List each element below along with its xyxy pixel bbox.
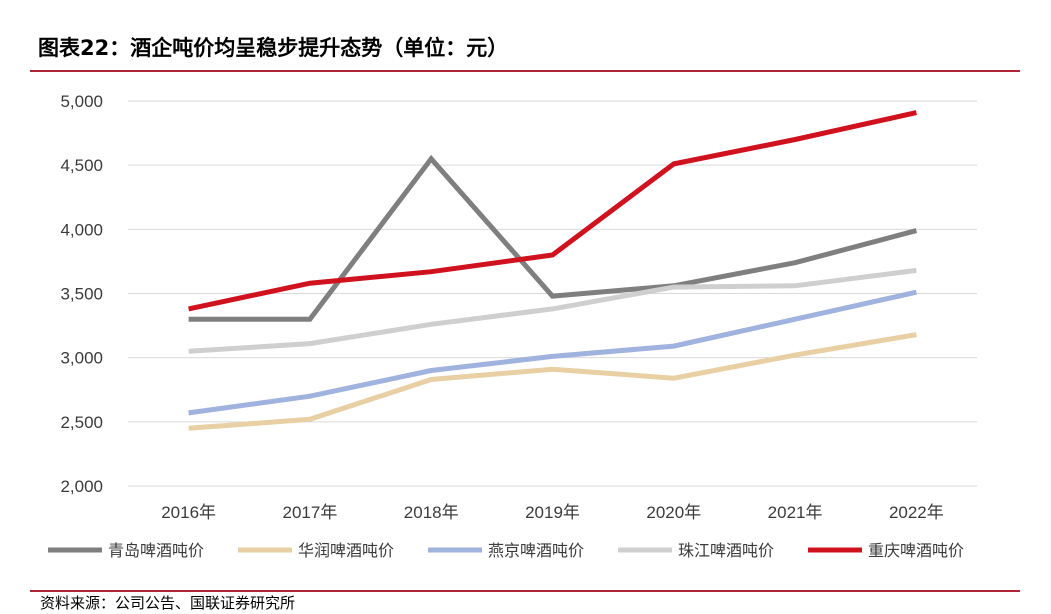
- y-tick-label: 4,000: [60, 220, 103, 239]
- x-tick-label: 2019年: [525, 503, 580, 522]
- series-lines: [188, 110, 918, 431]
- series-line: [188, 332, 917, 431]
- source-note: 资料来源：公司公告、国联证券研究所: [40, 594, 296, 612]
- series-line: [188, 154, 918, 322]
- x-tick-label: 2021年: [768, 503, 823, 522]
- legend-label: 燕京啤酒吨价: [488, 541, 584, 560]
- title-bar: 图表22：酒企吨价均呈稳步提升态势（单位：元）: [30, 22, 1020, 72]
- series-line: [188, 110, 917, 312]
- series-line: [188, 267, 917, 354]
- legend-label: 重庆啤酒吨价: [868, 541, 964, 560]
- series-line: [188, 289, 917, 416]
- y-tick-label: 4,500: [60, 156, 103, 175]
- x-tick-label: 2017年: [283, 503, 338, 522]
- y-tick-label: 5,000: [60, 92, 103, 111]
- y-tick-label: 2,000: [60, 477, 103, 496]
- x-tick-label: 2018年: [404, 503, 459, 522]
- x-axis-ticks: 2016年 2017年 2018年 2019年 2020年 2021年 2022年: [161, 503, 944, 522]
- x-tick-label: 2022年: [889, 503, 944, 522]
- y-axis-ticks: 2,000 2,500 3,000 3,500 4,000 4,500 5,000: [60, 92, 103, 496]
- legend-label: 珠江啤酒吨价: [678, 541, 774, 560]
- x-tick-label: 2016年: [161, 503, 216, 522]
- y-tick-label: 2,500: [60, 413, 103, 432]
- footer-rule: [30, 590, 1020, 592]
- legend: 青岛啤酒吨价 华润啤酒吨价 燕京啤酒吨价 珠江啤酒吨价 重庆啤酒吨价: [48, 541, 964, 560]
- line-chart: 2,000 2,500 3,000 3,500 4,000 4,500 5,000 2016…: [48, 92, 977, 560]
- legend-label: 青岛啤酒吨价: [108, 541, 204, 560]
- y-tick-label: 3,000: [60, 349, 103, 368]
- y-tick-label: 3,500: [60, 285, 103, 304]
- chart-title: 图表22：酒企吨价均呈稳步提升态势（单位：元）: [38, 36, 509, 60]
- x-tick-label: 2020年: [646, 503, 701, 522]
- legend-label: 华润啤酒吨价: [298, 541, 394, 560]
